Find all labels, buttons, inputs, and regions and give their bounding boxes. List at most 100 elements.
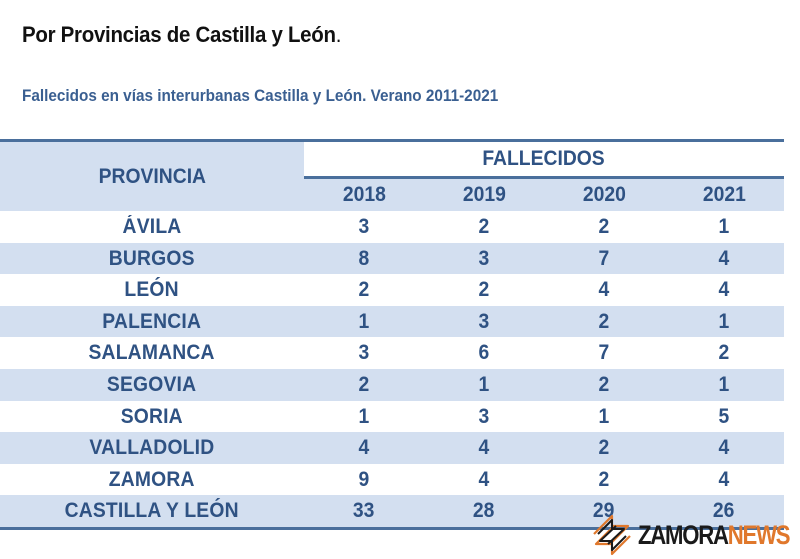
fatalities-value: 1	[598, 404, 610, 428]
fatalities-value: 1	[358, 404, 370, 428]
cell-province: ZAMORA	[0, 463, 304, 496]
fatalities-value: 2	[478, 278, 490, 302]
header-year: 2018	[304, 177, 424, 211]
header-year: 2021	[664, 177, 784, 211]
fatalities-value: 7	[598, 341, 610, 365]
cell-province: PALENCIA	[0, 305, 304, 338]
header-province: PROVINCIA	[0, 142, 304, 211]
cell-fatalities-2018: 1	[304, 305, 424, 338]
header-row-group: PROVINCIA FALLECIDOS	[0, 142, 784, 211]
table-row-total: CASTILLA Y LEÓN 33 28 29 26	[0, 495, 784, 527]
table-caption: Fallecidos en vías interurbanas Castilla…	[22, 86, 499, 105]
cell-fatalities-2021: 4	[664, 274, 784, 306]
table-row: ZAMORA 9 4 2 4	[0, 463, 784, 496]
cell-fatalities-2020: 2	[544, 211, 664, 243]
fatalities-table-container: PROVINCIA FALLECIDOS 2018 2019 2020 2021…	[0, 139, 784, 530]
fatalities-value: 2	[718, 341, 730, 365]
cell-fatalities-2019: 2	[424, 211, 544, 243]
cell-fatalities-2019: 4	[424, 463, 544, 496]
cell-fatalities-2020: 2	[544, 432, 664, 464]
cell-fatalities-2021: 1	[664, 368, 784, 401]
cell-fatalities-2020: 2	[544, 305, 664, 338]
table-header: PROVINCIA FALLECIDOS 2018 2019 2020 2021	[0, 142, 784, 211]
table-row: SORIA 1 3 1 5	[0, 400, 784, 433]
cell-fatalities-2020: 7	[544, 242, 664, 275]
header-year: 2019	[424, 177, 544, 211]
table-row: LEÓN 2 2 4 4	[0, 274, 784, 306]
fatalities-value: 4	[478, 436, 490, 460]
cell-fatalities-2021: 4	[664, 432, 784, 464]
fatalities-value: 1	[718, 372, 730, 396]
fatalities-value: 3	[478, 309, 490, 333]
cell-fatalities-2020: 2	[544, 368, 664, 401]
cell-fatalities-2018: 1	[304, 400, 424, 433]
fatalities-value: 6	[478, 341, 490, 365]
cell-fatalities-2019: 3	[424, 305, 544, 338]
fatalities-value: 4	[718, 278, 730, 302]
zamora-news-logo-icon	[593, 514, 631, 556]
header-fallecidos: FALLECIDOS	[304, 142, 784, 179]
cell-province: SEGOVIA	[0, 368, 304, 401]
cell-fatalities-2018: 9	[304, 463, 424, 496]
cell-fatalities-2018: 3	[304, 211, 424, 243]
cell-province: ÁVILA	[0, 211, 304, 243]
table-row: SALAMANCA 3 6 7 2	[0, 337, 784, 369]
fatalities-value: 2	[598, 372, 610, 396]
year-label: 2021	[702, 183, 746, 206]
year-label: 2018	[342, 183, 386, 206]
province-name: SORIA	[120, 404, 184, 428]
cell-fatalities-2019: 3	[424, 400, 544, 433]
fatalities-value: 29	[593, 499, 615, 523]
table-body: ÁVILA 3 2 2 1 BURGOS 8 3 7 4 LEÓN 2 2 4 4 PALENCIA 1 3 2 1 S…	[0, 211, 784, 527]
table-row: PALENCIA 1 3 2 1	[0, 305, 784, 338]
zamora-news-watermark: ZAMORANEWS	[588, 512, 800, 556]
cell-fatalities-2021: 4	[664, 242, 784, 275]
cell-fatalities-2020: 2	[544, 463, 664, 496]
fatalities-value: 1	[718, 215, 730, 238]
header-year: 2020	[544, 177, 664, 211]
fatalities-value: 5	[718, 404, 730, 428]
cell-fatalities-2021: 1	[664, 305, 784, 338]
fatalities-value: 28	[473, 499, 495, 523]
cell-province: SALAMANCA	[0, 337, 304, 369]
cell-fatalities-2021: 5	[664, 400, 784, 433]
cell-province: BURGOS	[0, 242, 304, 275]
fatalities-value: 33	[353, 499, 375, 523]
cell-province: CASTILLA Y LEÓN	[0, 495, 304, 527]
fatalities-value: 2	[358, 278, 370, 302]
table-top-rule	[0, 139, 784, 142]
cell-fatalities-2018: 8	[304, 242, 424, 275]
fatalities-value: 3	[358, 215, 370, 238]
cell-fatalities-2018: 3	[304, 337, 424, 369]
fatalities-value: 1	[358, 309, 370, 333]
fatalities-value: 9	[358, 467, 370, 491]
cell-fatalities-2020: 7	[544, 337, 664, 369]
cell-fatalities-2019: 3	[424, 242, 544, 275]
province-name: PALENCIA	[102, 309, 202, 333]
cell-fatalities-2021: 4	[664, 463, 784, 496]
fatalities-value: 2	[358, 372, 370, 396]
province-name: ÁVILA	[122, 215, 182, 238]
fatalities-value: 8	[358, 246, 370, 270]
fatalities-value: 3	[478, 246, 490, 270]
table-row: ÁVILA 3 2 2 1	[0, 211, 784, 243]
fatalities-value: 1	[718, 309, 730, 333]
fatalities-value: 2	[478, 215, 490, 238]
province-name: SALAMANCA	[88, 341, 216, 365]
wordmark-news: NEWS	[727, 520, 791, 550]
table-bottom-rule	[0, 526, 784, 530]
fatalities-value: 2	[598, 436, 610, 460]
cell-fatalities-2019: 1	[424, 368, 544, 401]
cell-fatalities-2021: 1	[664, 211, 784, 243]
header-province-label: PROVINCIA	[98, 164, 206, 188]
fatalities-value: 7	[598, 246, 610, 270]
fatalities-value: 26	[713, 499, 735, 523]
fatalities-value: 4	[598, 278, 610, 302]
fatalities-value: 3	[358, 341, 370, 365]
province-name: VALLADOLID	[89, 436, 215, 460]
cell-fatalities-2018: 2	[304, 368, 424, 401]
fatalities-value: 4	[718, 436, 730, 460]
zamora-news-wordmark: ZAMORANEWS	[638, 520, 791, 551]
table-row: VALLADOLID 4 4 2 4	[0, 432, 784, 464]
cell-fatalities-2021: 26	[664, 495, 784, 527]
